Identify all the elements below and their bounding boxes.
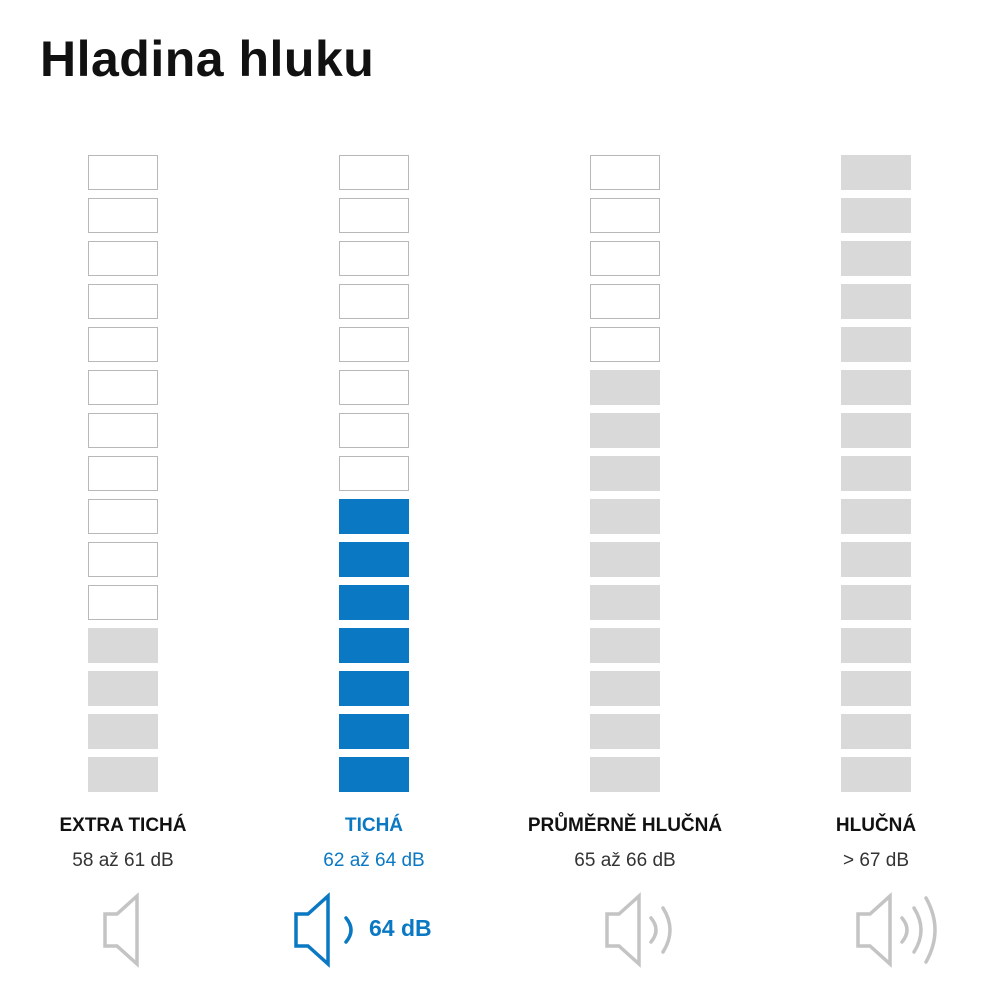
level-segment-filled (590, 499, 660, 534)
sound-wave-icon (924, 896, 937, 964)
level-segment-filled (841, 413, 911, 448)
level-segment-empty (88, 370, 158, 405)
noise-level-column: EXTRA TICHÁ 58 až 61 dB (0, 0, 248, 1000)
speaker-icon (605, 892, 672, 968)
level-segment-filled (841, 155, 911, 190)
level-segment-empty (88, 155, 158, 190)
level-segment-empty (590, 198, 660, 233)
level-segment-empty (590, 327, 660, 362)
level-segment-filled (88, 628, 158, 663)
level-segment-filled (590, 757, 660, 792)
speaker-body (605, 892, 641, 968)
level-segment-filled (339, 499, 409, 534)
speaker-icon (856, 892, 937, 968)
level-range: 58 až 61 dB (72, 850, 174, 871)
level-segment-empty (88, 413, 158, 448)
level-segment-filled (590, 456, 660, 491)
noise-level-column: TICHÁ 62 až 64 dB 64 dB (249, 0, 499, 1000)
level-segment-filled (339, 542, 409, 577)
level-name: EXTRA TICHÁ (59, 815, 187, 836)
level-segment-empty (88, 456, 158, 491)
level-segment-filled (88, 714, 158, 749)
level-segment-empty (339, 198, 409, 233)
level-segment-filled (339, 585, 409, 620)
level-segment-filled (841, 499, 911, 534)
level-segment-filled (590, 370, 660, 405)
speaker-icon (103, 892, 139, 968)
level-segment-filled (339, 628, 409, 663)
speaker-body (103, 892, 139, 968)
level-segment-empty (88, 327, 158, 362)
sound-wave-icon (661, 906, 672, 954)
level-segment-filled (841, 327, 911, 362)
level-segment-empty (339, 327, 409, 362)
level-segment-filled (841, 198, 911, 233)
level-segment-filled (590, 671, 660, 706)
level-segment-empty (339, 284, 409, 319)
noise-level-column: HLUČNÁ > 67 dB (751, 0, 1000, 1000)
level-segment-empty (339, 413, 409, 448)
level-segment-filled (841, 370, 911, 405)
speaker-body (856, 892, 892, 968)
level-segment-empty (339, 155, 409, 190)
page-title: Hladina hluku (40, 31, 375, 87)
level-segment-empty (88, 284, 158, 319)
level-segment-filled (339, 714, 409, 749)
level-segment-filled (841, 628, 911, 663)
level-name: PRŮMĚRNĚ HLUČNÁ (527, 815, 723, 836)
sound-wave-icon (649, 916, 658, 944)
level-segment-filled (88, 757, 158, 792)
sound-wave-icon (900, 916, 909, 944)
level-segment-empty (590, 155, 660, 190)
level-segment-filled (841, 757, 911, 792)
level-name: TICHÁ (344, 815, 404, 836)
speaker-body (294, 892, 330, 968)
level-segment-empty (590, 241, 660, 276)
level-segment-filled (841, 671, 911, 706)
level-segment-empty (339, 241, 409, 276)
level-segment-empty (339, 456, 409, 491)
level-segment-empty (88, 241, 158, 276)
level-segment-filled (841, 284, 911, 319)
sound-wave-icon (344, 916, 353, 944)
level-segment-empty (339, 370, 409, 405)
level-name: HLUČNÁ (835, 815, 917, 836)
level-segment-empty (88, 585, 158, 620)
noise-level-column: PRŮMĚRNĚ HLUČNÁ 65 až 66 dB (500, 0, 750, 1000)
level-range: > 67 dB (842, 850, 910, 871)
level-segment-filled (339, 757, 409, 792)
level-segment-filled (841, 585, 911, 620)
speaker-icon (294, 892, 353, 968)
level-segment-empty (88, 499, 158, 534)
level-segment-filled (841, 714, 911, 749)
level-segment-filled (590, 714, 660, 749)
level-range: 62 až 64 dB (323, 850, 425, 871)
level-segment-filled (88, 671, 158, 706)
level-segment-filled (590, 628, 660, 663)
sound-wave-icon (912, 906, 923, 954)
level-segment-filled (841, 542, 911, 577)
level-segment-filled (339, 671, 409, 706)
level-segment-empty (88, 542, 158, 577)
level-segment-empty (590, 284, 660, 319)
level-segment-filled (841, 456, 911, 491)
current-value: 64 dB (369, 915, 432, 941)
level-segment-empty (88, 198, 158, 233)
level-segment-filled (841, 241, 911, 276)
level-segment-filled (590, 542, 660, 577)
level-segment-filled (590, 585, 660, 620)
level-segment-filled (590, 413, 660, 448)
level-range: 65 až 66 dB (574, 850, 676, 871)
